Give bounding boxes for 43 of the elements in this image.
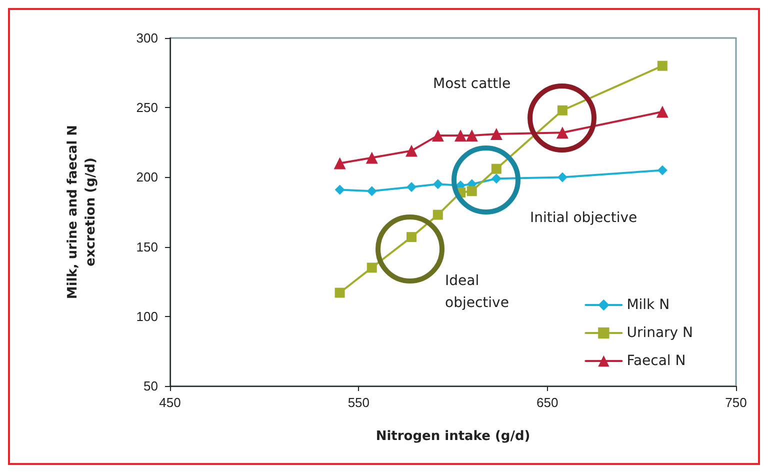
point — [366, 152, 378, 164]
figure-frame: Milk, urine and faecal N excretion (g/d) Nitrogen intake (g/d) 50 100 150 200 250 300 450 550 650 750 Milk N Urinary N Faecal N Most cattle Initial objective Ideal objective — [8, 8, 760, 465]
point — [334, 288, 345, 298]
point — [366, 186, 377, 196]
point — [406, 182, 416, 192]
point — [466, 129, 478, 142]
point — [366, 262, 377, 273]
annotation: Ideal objective — [445, 270, 535, 314]
point — [334, 157, 346, 170]
point — [491, 174, 502, 184]
point — [490, 128, 502, 140]
point — [556, 126, 568, 139]
y-tick-label: 200 — [136, 170, 158, 185]
legend-label: Faecal N — [626, 353, 686, 369]
x-tick-label: 550 — [348, 395, 370, 410]
point — [491, 164, 502, 174]
point — [466, 186, 477, 196]
point — [406, 232, 416, 242]
point — [432, 179, 443, 190]
legend-label: Urinary N — [626, 325, 694, 341]
point — [405, 144, 418, 157]
point — [656, 106, 668, 118]
y-tick-label: 100 — [136, 308, 158, 324]
annotation: Initial objective — [530, 207, 638, 229]
x-tick-label: 650 — [536, 395, 558, 410]
point — [334, 184, 345, 195]
x-tick-label: 750 — [725, 395, 747, 410]
y-tick-label: 250 — [136, 100, 158, 116]
point — [432, 210, 443, 220]
point — [557, 172, 568, 182]
y-tick-label: 50 — [144, 378, 158, 394]
x-tick-label: 450 — [159, 395, 181, 410]
legend-label: Milk N — [626, 297, 670, 313]
annotation: Most cattle — [433, 73, 511, 95]
y-tick-label: 150 — [136, 239, 158, 254]
point — [432, 129, 444, 142]
x-axis-title: Nitrogen intake (g/d) — [376, 429, 530, 444]
point — [657, 165, 668, 176]
point — [657, 60, 668, 71]
point — [557, 105, 568, 116]
y-tick-label: 300 — [136, 30, 158, 46]
y-axis-title: Milk, urine and faecal N excretion (g/d) — [66, 124, 98, 300]
point — [454, 129, 467, 142]
